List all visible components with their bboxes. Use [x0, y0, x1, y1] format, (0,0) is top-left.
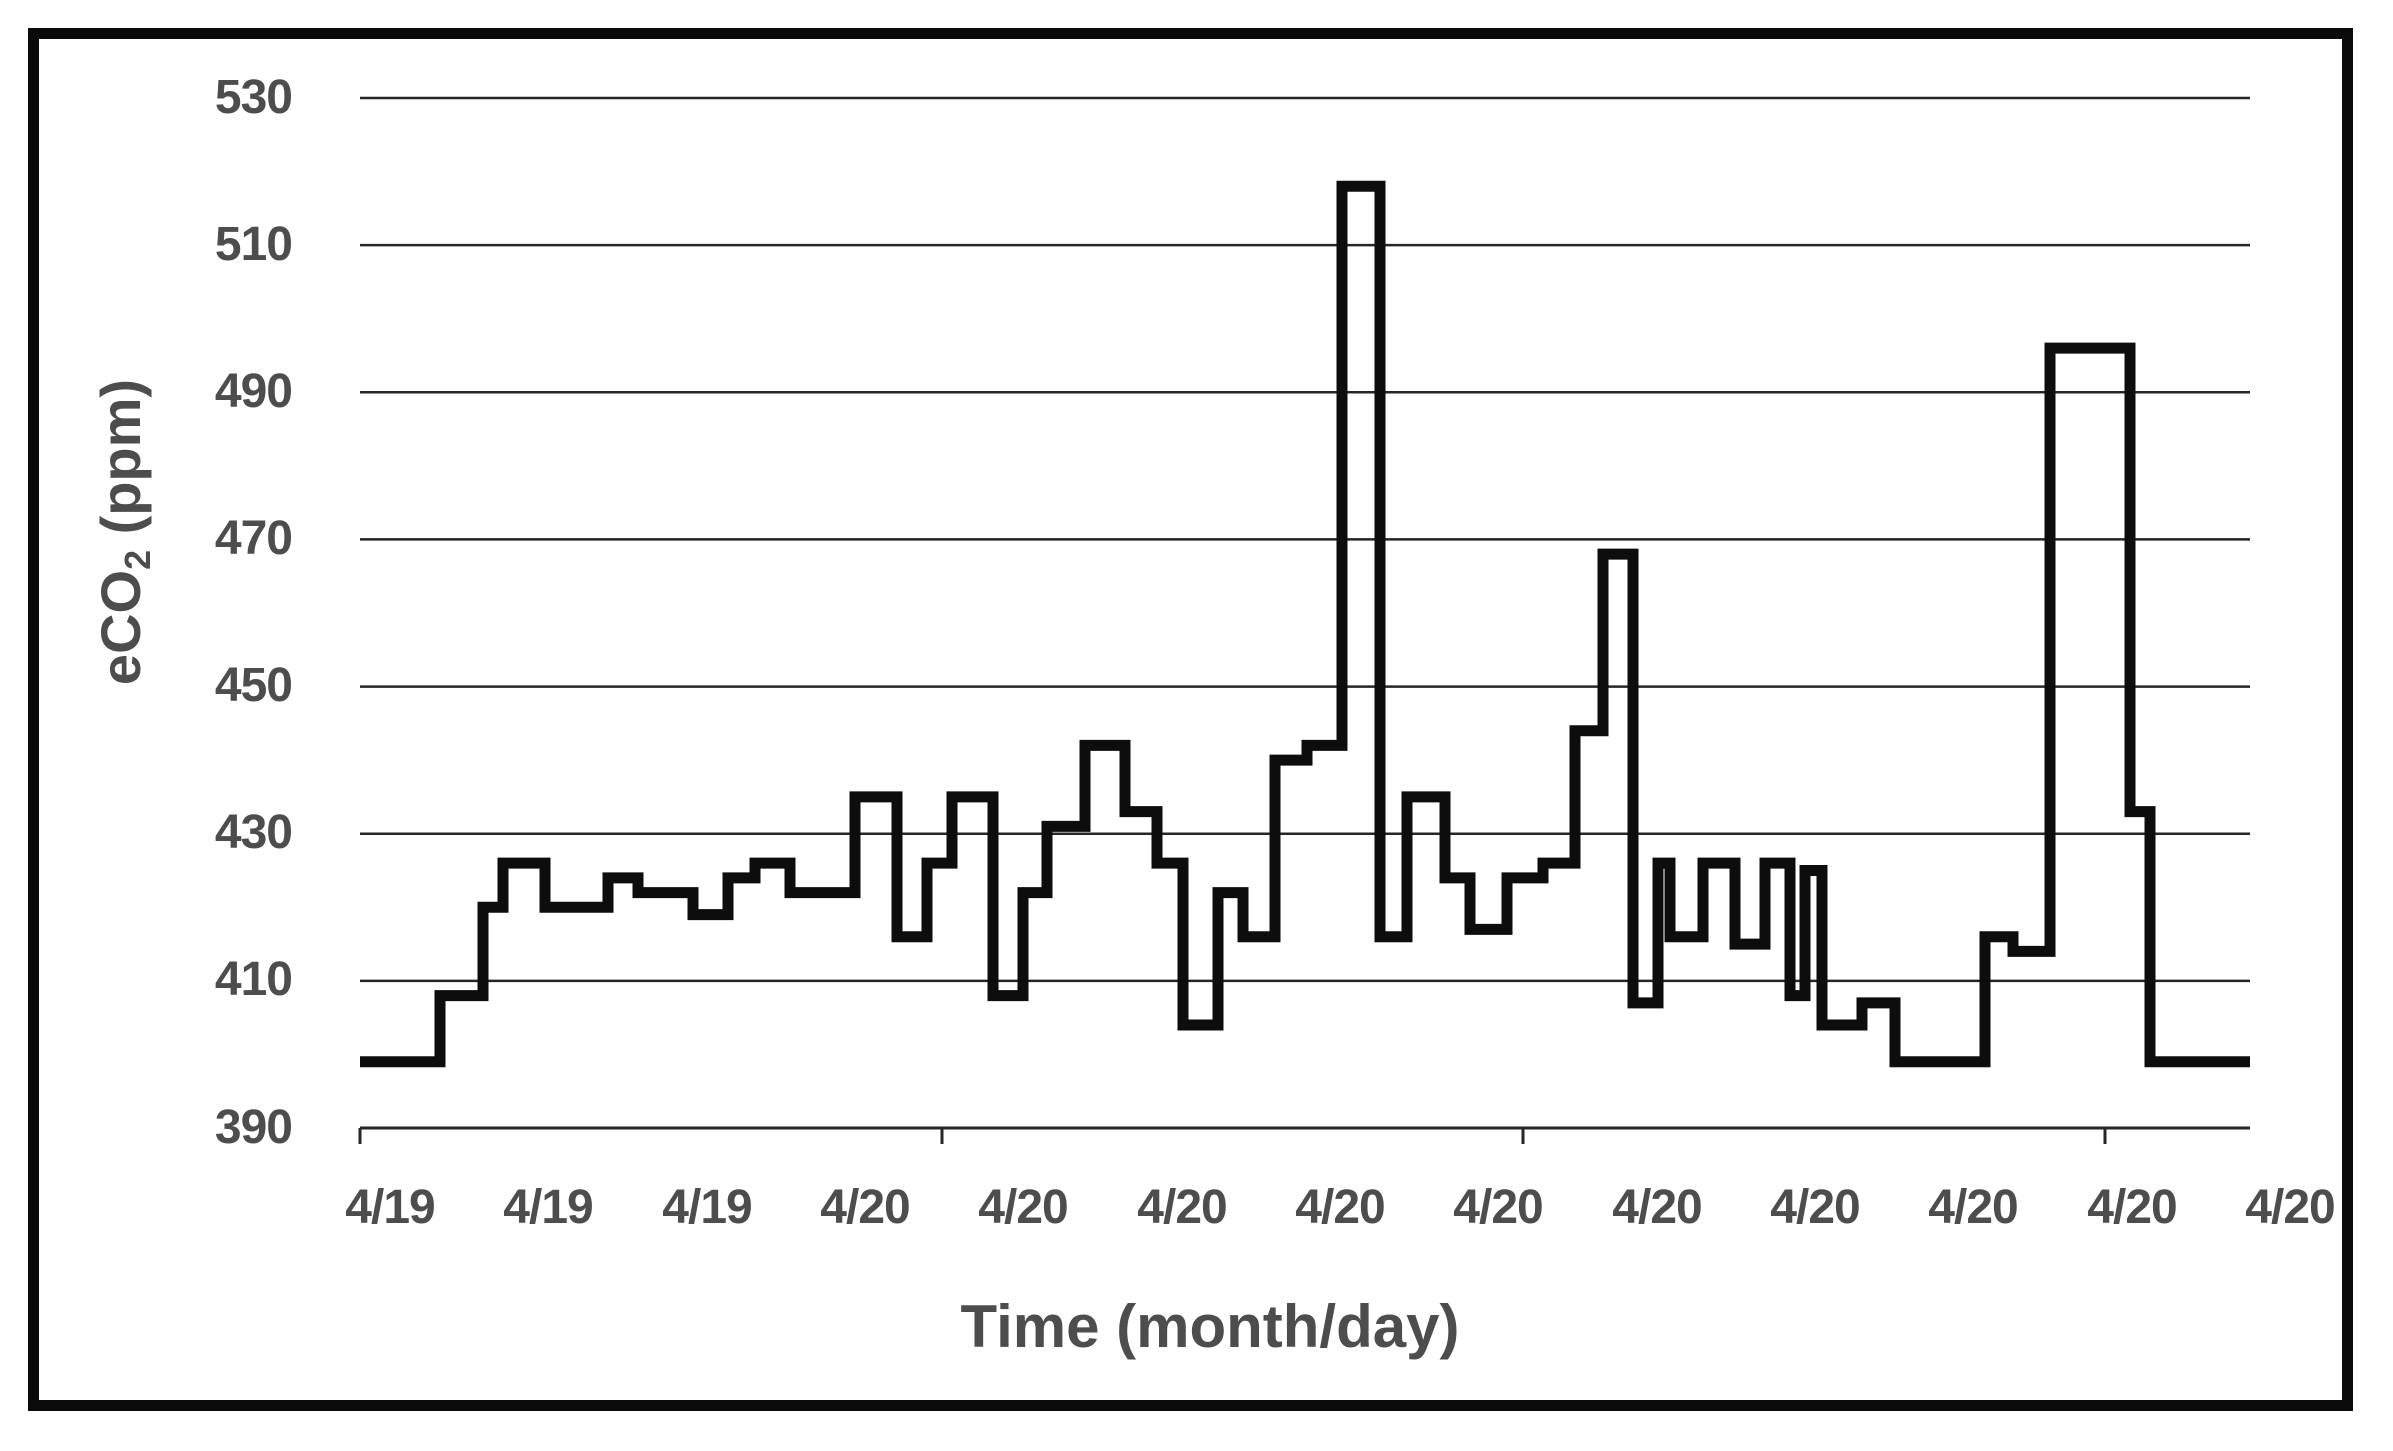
x-tick-label: 4/20: [1137, 1181, 1227, 1234]
x-tick-label: 4/19: [662, 1181, 752, 1234]
y-axis-title-unit: (ppm): [89, 378, 152, 550]
x-tick-label: 4/20: [2087, 1181, 2177, 1234]
x-tick-label: 4/19: [503, 1181, 593, 1234]
y-tick-label: 510: [214, 218, 293, 271]
x-tick-label: 4/20: [2245, 1181, 2335, 1234]
y-axis-title: eCO2 (ppm): [88, 182, 158, 882]
x-axis-title: Time (month/day): [960, 1293, 1460, 1360]
x-tick-label: 4/20: [1928, 1181, 2018, 1234]
y-tick-label: 530: [214, 71, 293, 124]
y-axis-title-main: eCO: [89, 569, 152, 686]
y-tick-label: 490: [214, 365, 293, 418]
eco2-series-line: [360, 180, 2250, 1068]
x-tick-label: 4/20: [1770, 1181, 1860, 1234]
x-tick-label: 4/20: [1453, 1181, 1543, 1234]
x-tick-label: 4/20: [978, 1181, 1068, 1234]
y-tick-label: 390: [214, 1101, 293, 1154]
x-tick-label: 4/20: [1295, 1181, 1385, 1234]
x-tick-label: 4/19: [345, 1181, 435, 1234]
y-tick-label: 430: [214, 806, 293, 859]
y-axis-title-subscript: 2: [118, 549, 159, 570]
y-tick-label: 410: [214, 953, 293, 1006]
y-tick-label: 450: [214, 659, 293, 712]
figure-frame: [28, 28, 2353, 1411]
x-tick-label: 4/20: [820, 1181, 910, 1234]
x-tick-label: 4/20: [1612, 1181, 1702, 1234]
y-tick-label: 470: [214, 512, 293, 565]
